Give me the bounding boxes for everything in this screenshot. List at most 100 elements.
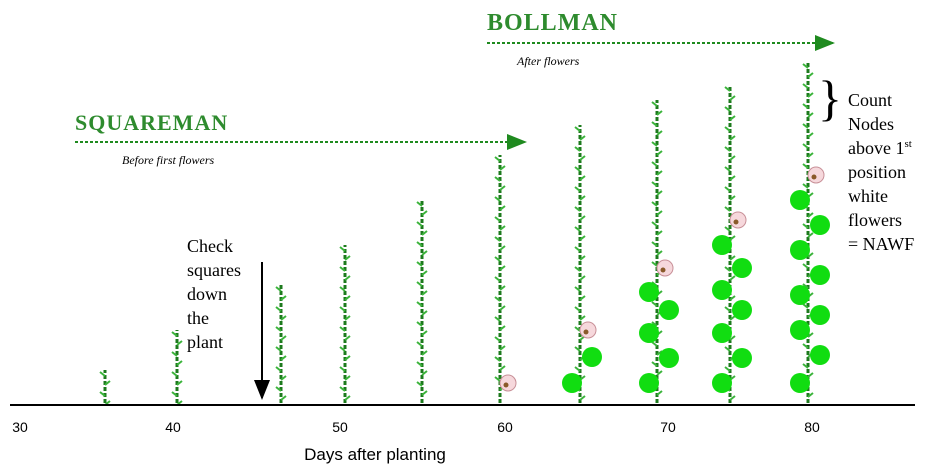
leaf [651,361,663,376]
superscript: st [904,138,911,150]
check-note: Check squares down the plant [187,236,241,352]
boll [810,345,830,365]
tick-label: 40 [165,419,181,435]
leaf [275,326,287,341]
flower [579,321,597,339]
leaf [651,121,663,136]
leaf [574,266,586,281]
leaf [724,266,736,281]
boll [790,240,810,260]
leaf [416,321,428,336]
plants [99,62,830,406]
leaf [494,276,506,291]
leaf [724,126,736,141]
flower [807,166,825,184]
leaf [339,366,351,381]
leaf [574,146,586,161]
leaf [802,83,814,98]
boll [810,215,830,235]
boll [732,258,752,278]
leaf [651,101,663,116]
boll [712,373,732,393]
leaf [171,371,183,386]
boll [639,373,659,393]
leaf [574,246,586,261]
leaf [416,281,428,296]
flower-center [733,219,739,225]
boll [712,323,732,343]
flower-center [583,329,589,335]
leaf [574,186,586,201]
squareman-subtitle: Before first flowers [122,153,215,167]
flower [729,211,747,229]
leaf [416,301,428,316]
leaf [802,223,814,238]
leaf [339,266,351,281]
leaf [416,221,428,236]
count-line: position [848,162,906,182]
leaf [574,226,586,241]
boll [810,305,830,325]
count-line: = NAWF [848,234,914,254]
leaf [275,346,287,361]
leaf [724,106,736,121]
flower [499,374,517,392]
tick-label: 50 [332,419,348,435]
boll [582,347,602,367]
leaf [574,126,586,141]
leaf [99,371,111,386]
leaf [494,336,506,351]
leaf [494,296,506,311]
check-line: squares [187,260,241,280]
leaf [724,166,736,181]
count-line: flowers [848,210,902,230]
check-line: the [187,308,209,328]
leaf [802,63,814,78]
brace: } [818,70,842,126]
leaf [651,181,663,196]
boll [732,348,752,368]
count-note: Count Nodes above 1st position white flowers =… [848,90,914,254]
leaf [494,156,506,171]
leaf [171,331,183,346]
axis-ticks: 30 40 50 60 70 80 [12,419,820,435]
boll [790,373,810,393]
leaf [416,261,428,276]
leaf [416,361,428,376]
leaf [574,306,586,321]
leaf [724,86,736,101]
flower-center [503,382,509,388]
leaf [651,241,663,256]
boll [639,282,659,302]
leaf [802,143,814,158]
tick-label: 80 [804,419,820,435]
flower-center [660,267,666,273]
leaf [339,326,351,341]
leaf [171,351,183,366]
tick-label: 70 [660,419,676,435]
check-line: down [187,284,227,304]
axis-label: Days after planting [304,445,446,464]
leaf [494,216,506,231]
leaf [494,176,506,191]
count-line: above 1st [848,138,912,158]
leaf [416,241,428,256]
flower-center [811,174,817,180]
count-line: Count [848,90,892,110]
count-line: white [848,186,888,206]
leaf [416,341,428,356]
boll [562,373,582,393]
leaf [494,356,506,371]
leaf [339,346,351,361]
leaf [802,103,814,118]
check-line: Check [187,236,233,256]
leaf [724,306,736,321]
leaf [802,123,814,138]
leaf [275,386,287,401]
leaf [724,146,736,161]
boll [639,323,659,343]
leaf [275,366,287,381]
boll [810,265,830,285]
tick-label: 60 [497,419,513,435]
